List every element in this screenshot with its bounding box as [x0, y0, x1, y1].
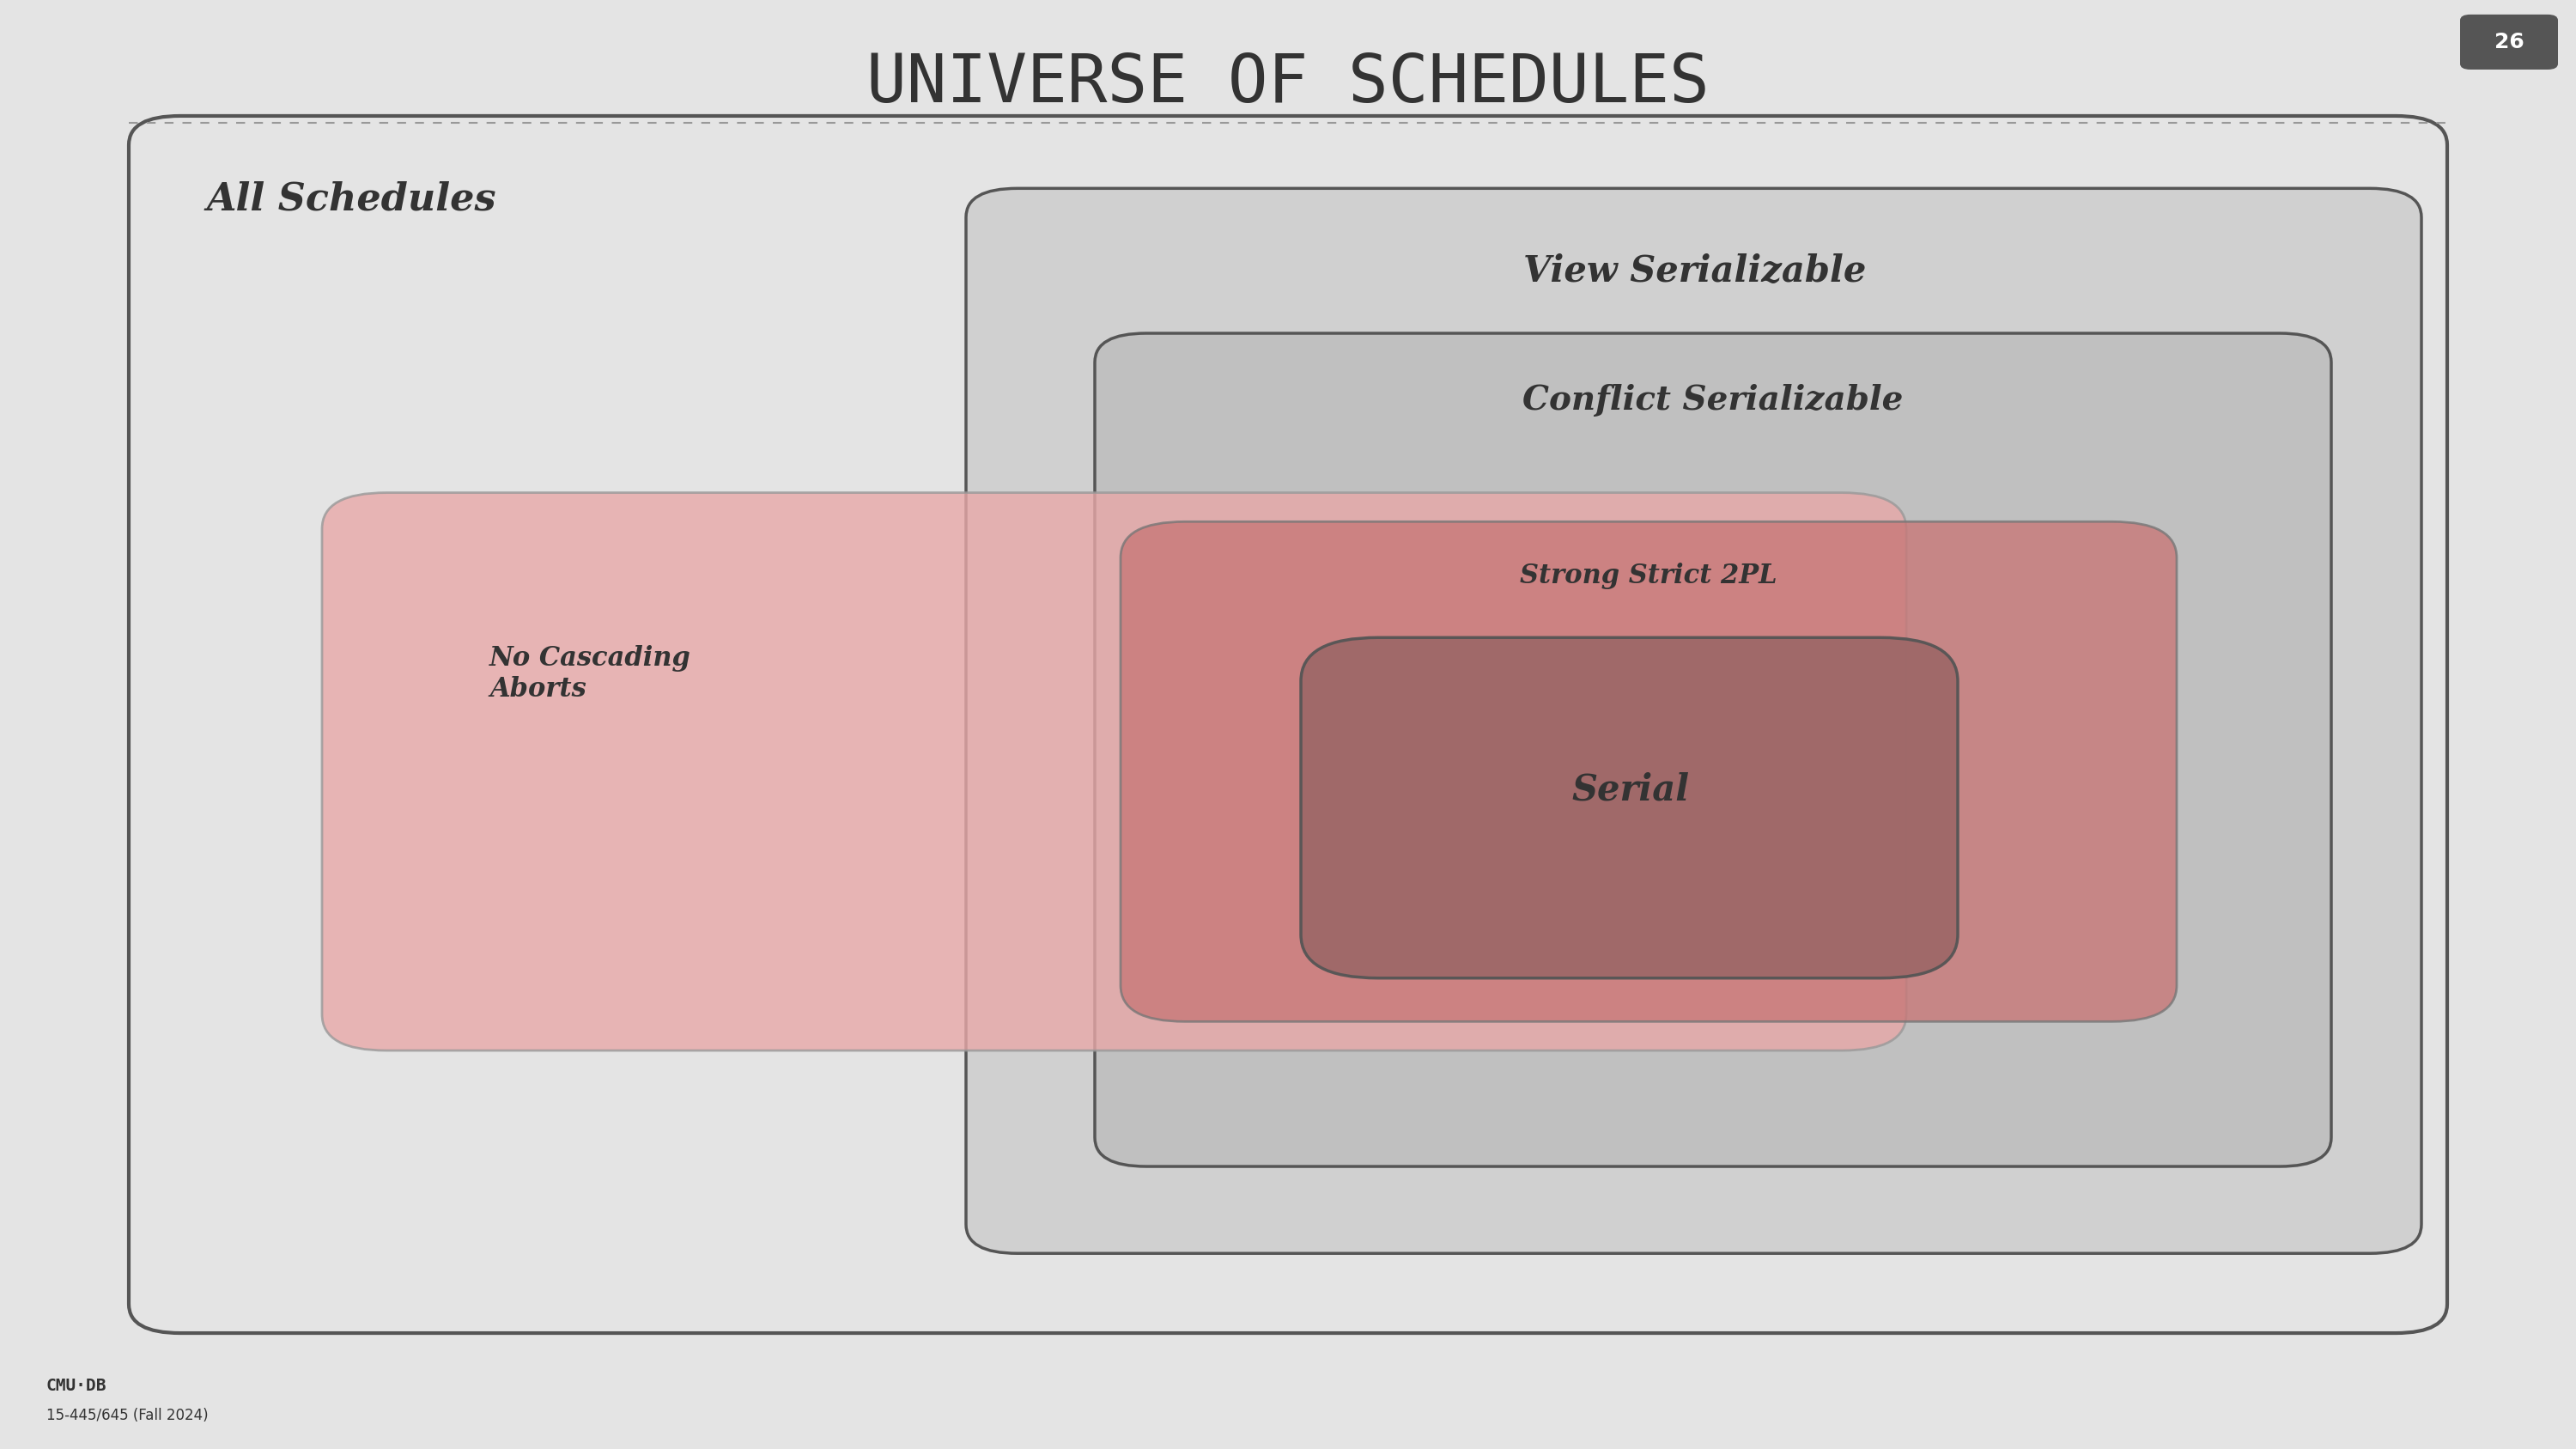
Text: Serial: Serial	[1571, 772, 1690, 807]
Text: View Serializable: View Serializable	[1522, 254, 1868, 290]
Text: 15-445/645 (Fall 2024): 15-445/645 (Fall 2024)	[46, 1407, 209, 1423]
FancyBboxPatch shape	[2460, 14, 2558, 70]
FancyBboxPatch shape	[1121, 522, 2177, 1022]
Text: CMU·DB: CMU·DB	[46, 1378, 106, 1394]
FancyBboxPatch shape	[1095, 333, 2331, 1166]
Text: No Cascading
Aborts: No Cascading Aborts	[489, 645, 690, 703]
Text: UNIVERSE OF SCHEDULES: UNIVERSE OF SCHEDULES	[866, 51, 1710, 116]
FancyBboxPatch shape	[1301, 638, 1958, 978]
Text: Conflict Serializable: Conflict Serializable	[1522, 384, 1904, 417]
FancyBboxPatch shape	[322, 493, 1906, 1051]
FancyBboxPatch shape	[966, 188, 2421, 1253]
Text: 26: 26	[2494, 32, 2524, 52]
Text: Strong Strict 2PL: Strong Strict 2PL	[1520, 562, 1777, 588]
Text: All Schedules: All Schedules	[206, 181, 495, 217]
FancyBboxPatch shape	[129, 116, 2447, 1333]
